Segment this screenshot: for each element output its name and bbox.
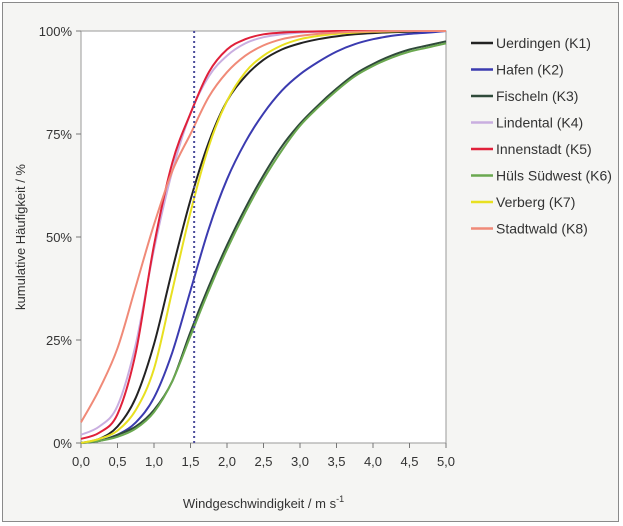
legend: Uerdingen (K1) Hafen (K2) Fischeln (K3) Lin… [471, 35, 612, 237]
x-tick-label: 2,5 [254, 454, 272, 469]
x-tick-label: 3,5 [327, 454, 345, 469]
legend-label: Stadtwald (K8) [496, 221, 588, 237]
chart-frame: 0,0 0,5 1,0 1,5 2,0 2,5 3,0 3,5 4,0 4,5 5,0 0% 25% 50… [2, 2, 619, 522]
y-axis-title: kumulative Häufigkeit / % [13, 164, 28, 310]
x-tick-label: 1,5 [181, 454, 199, 469]
x-axis-title-main: Windgeschwindigkeit / m s [183, 496, 337, 511]
axis-ticks: 0,0 0,5 1,0 1,5 2,0 2,5 3,0 3,5 4,0 4,5 5,0 0% 25% 50… [39, 24, 455, 469]
plot-area [80, 30, 447, 444]
legend-label: Hafen (K2) [496, 62, 564, 78]
x-tick-label: 0,5 [108, 454, 126, 469]
series-line-8 [80, 29, 446, 423]
x-tick-label: 3,0 [291, 454, 309, 469]
y-tick-label: 25% [46, 333, 72, 348]
y-tick-label: 50% [46, 230, 72, 245]
legend-label: Fischeln (K3) [496, 88, 578, 104]
legend-label: Lindental (K4) [496, 115, 583, 131]
series-line-2 [80, 30, 447, 444]
legend-label: Innenstadt (K5) [496, 141, 592, 157]
x-tick-label: 4,0 [364, 454, 382, 469]
legend-label: Uerdingen (K1) [496, 35, 591, 51]
y-tick-label: 0% [53, 436, 72, 451]
x-axis-title: Windgeschwindigkeit / m s-1 [183, 494, 344, 511]
x-tick-label: 1,0 [145, 454, 163, 469]
x-tick-label: 5,0 [437, 454, 455, 469]
series-line-3 [80, 40, 447, 444]
y-tick-label: 75% [46, 127, 72, 142]
legend-label: Verberg (K7) [496, 194, 575, 210]
series-line-6 [80, 42, 447, 444]
x-tick-label: 0,0 [72, 454, 90, 469]
series-lines [80, 29, 447, 444]
x-axis-title-superscript: -1 [336, 494, 344, 504]
y-tick-label: 100% [39, 24, 73, 39]
cumulative-frequency-chart: 0,0 0,5 1,0 1,5 2,0 2,5 3,0 3,5 4,0 4,5 5,0 0% 25% 50… [13, 24, 612, 511]
x-tick-label: 2,0 [218, 454, 236, 469]
legend-label: Hüls Südwest (K6) [496, 168, 612, 184]
x-tick-label: 4,5 [400, 454, 418, 469]
